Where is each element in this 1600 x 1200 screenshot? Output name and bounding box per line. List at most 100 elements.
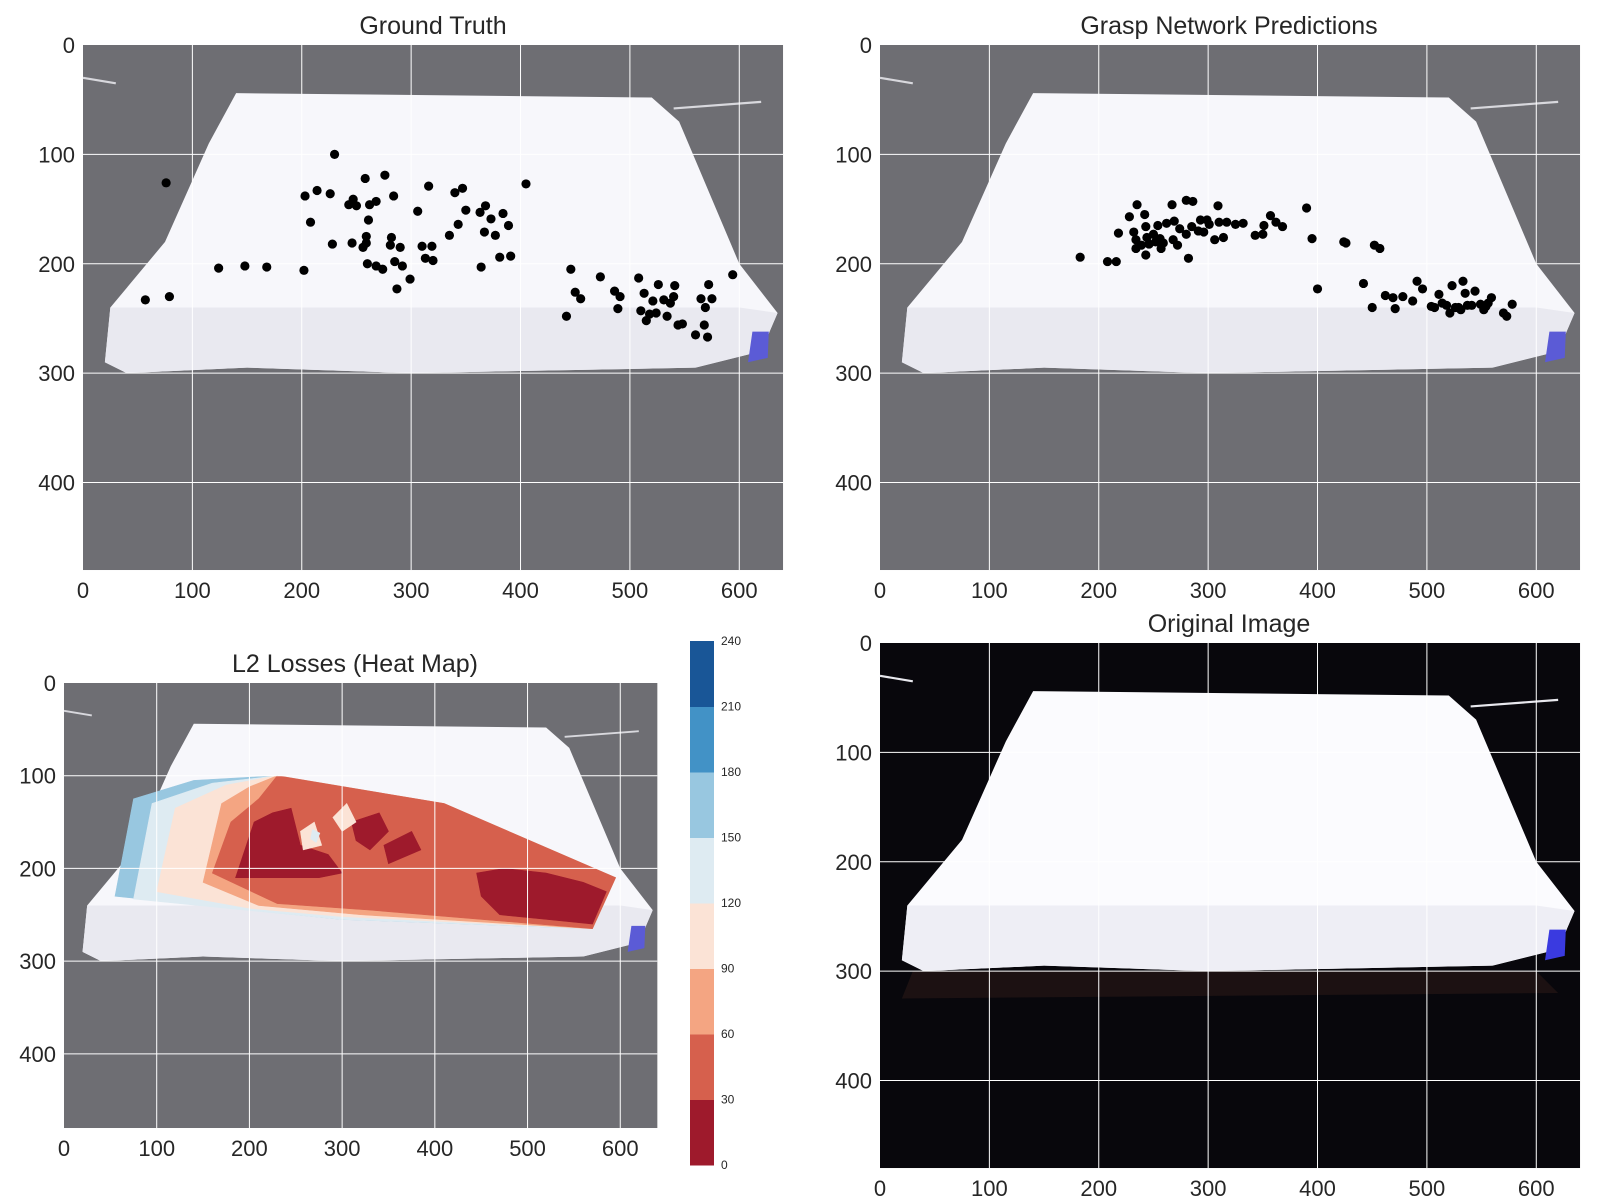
data-point xyxy=(1390,304,1400,314)
data-point xyxy=(450,188,460,198)
data-point xyxy=(1141,221,1151,232)
data-point xyxy=(413,206,423,216)
data-point xyxy=(1277,221,1288,232)
grid xyxy=(880,643,1581,1169)
data-point xyxy=(327,239,337,249)
data-point xyxy=(405,274,415,284)
data-point xyxy=(1183,253,1194,263)
heat-region xyxy=(476,868,607,925)
y-tick-label: 400 xyxy=(835,1069,872,1094)
data-point xyxy=(262,262,272,272)
heat-region xyxy=(351,812,389,851)
data-point xyxy=(648,296,658,306)
data-point xyxy=(696,294,706,304)
data-point xyxy=(1204,219,1214,229)
points xyxy=(1075,195,1517,321)
data-point xyxy=(1502,311,1512,321)
data-point xyxy=(329,149,340,159)
grid xyxy=(64,683,658,1129)
panel-original-image: Original Image 0 100 200 300 400 500 600 0 100 2… xyxy=(835,610,1581,1200)
x-tick-label: 0 xyxy=(58,1136,70,1161)
data-point xyxy=(1141,250,1151,260)
colorbar: 0 30 60 90 120 150 180 210 240 xyxy=(690,634,741,1172)
colorbar-band xyxy=(690,772,714,838)
sheet-front xyxy=(901,307,1575,374)
data-point xyxy=(634,273,644,283)
data-point xyxy=(1250,230,1260,240)
y-tick-label: 0 xyxy=(63,33,75,58)
data-point xyxy=(363,215,374,225)
y-axis-ticks: 0 100 200 300 400 xyxy=(835,33,872,496)
data-point xyxy=(1470,286,1480,296)
x-axis-ticks: 0 100 200 300 400 500 600 xyxy=(874,1176,1555,1200)
data-point xyxy=(490,230,500,240)
data-point xyxy=(1458,276,1468,286)
x-tick-label: 100 xyxy=(138,1136,175,1161)
y-tick-label: 100 xyxy=(38,142,75,167)
data-point xyxy=(1434,289,1444,299)
y-tick-label: 200 xyxy=(835,252,872,277)
x-tick-label: 600 xyxy=(602,1136,639,1161)
x-tick-label: 400 xyxy=(416,1136,453,1161)
data-point xyxy=(1175,224,1185,234)
data-point xyxy=(1222,217,1232,227)
stick-left xyxy=(879,674,913,683)
data-point xyxy=(670,281,680,291)
y-tick-label: 400 xyxy=(835,471,872,496)
colorbar-band xyxy=(690,837,714,904)
x-tick-label: 0 xyxy=(77,578,89,603)
y-tick-label: 100 xyxy=(835,142,872,167)
data-point xyxy=(479,227,490,237)
x-tick-label: 200 xyxy=(1080,578,1117,603)
x-axis-ticks: 0 100 200 300 400 500 600 xyxy=(58,1136,639,1161)
data-point xyxy=(390,256,400,267)
data-point xyxy=(690,330,701,340)
data-point xyxy=(1210,235,1220,245)
data-point xyxy=(702,332,713,342)
data-point xyxy=(700,302,710,313)
heat-region xyxy=(310,829,321,843)
data-point xyxy=(424,181,434,191)
data-point xyxy=(1388,293,1398,303)
data-point xyxy=(1238,218,1248,228)
data-point xyxy=(1412,276,1422,286)
blue-marker xyxy=(1545,929,1566,961)
data-point xyxy=(386,232,397,243)
data-point xyxy=(305,217,316,227)
data-point xyxy=(495,252,505,262)
data-point xyxy=(1312,284,1323,294)
data-point xyxy=(1417,284,1428,294)
panel-ground-truth: Ground Truth 0 100 200 300 400 500 600 0 100 200… xyxy=(38,12,784,603)
data-point xyxy=(639,288,649,298)
data-point xyxy=(428,255,438,266)
x-tick-label: 500 xyxy=(612,578,649,603)
colorbar-tick-label: 150 xyxy=(721,831,741,845)
x-tick-label: 300 xyxy=(1190,578,1227,603)
data-point xyxy=(1124,212,1134,222)
data-point xyxy=(300,191,310,201)
y-tick-label: 200 xyxy=(38,252,75,277)
axes-ground-truth xyxy=(82,45,784,571)
x-tick-label: 300 xyxy=(1190,1176,1227,1200)
data-point xyxy=(653,279,663,290)
y-tick-label: 400 xyxy=(19,1042,56,1067)
y-axis-ticks: 0 100 200 300 400 xyxy=(19,671,56,1067)
photo-sheet xyxy=(82,76,778,374)
y-tick-label: 100 xyxy=(835,740,872,765)
data-point xyxy=(1172,240,1183,250)
data-point xyxy=(140,295,150,305)
data-point xyxy=(1111,256,1121,267)
x-tick-label: 100 xyxy=(971,578,1008,603)
data-point xyxy=(1187,221,1197,232)
heat-regions xyxy=(114,775,616,929)
x-tick-label: 600 xyxy=(1518,578,1555,603)
x-tick-label: 400 xyxy=(1299,578,1336,603)
data-point xyxy=(503,220,514,231)
stick-right xyxy=(1470,698,1559,708)
data-point xyxy=(521,179,531,189)
data-point xyxy=(457,183,468,193)
data-point xyxy=(461,205,471,215)
data-point xyxy=(595,272,605,282)
panel-title: Grasp Network Predictions xyxy=(1080,12,1377,40)
